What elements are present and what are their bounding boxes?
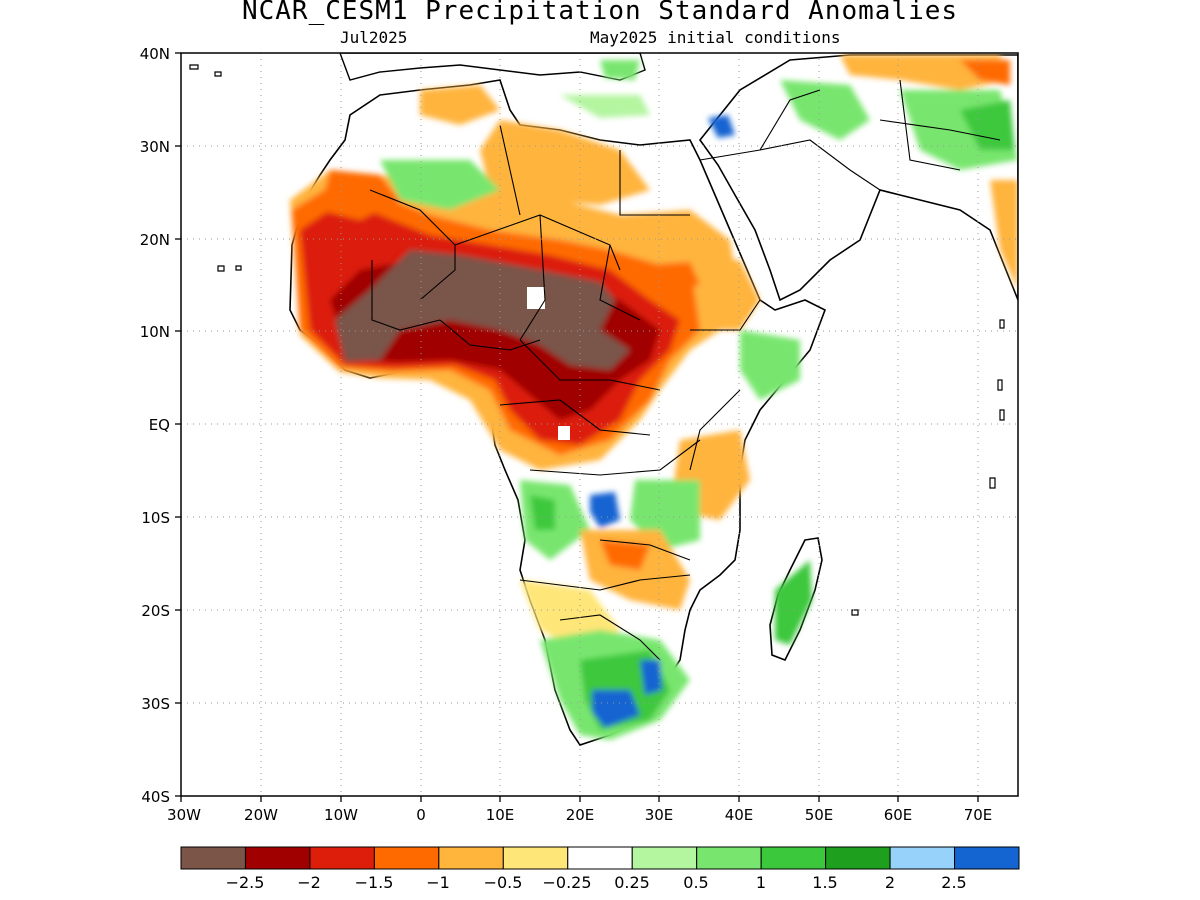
map-title: NCAR_CESM1 Precipitation Standard Anomal…: [241, 0, 959, 26]
colorbar-swatch: [309, 846, 375, 870]
colorbar: [180, 846, 1020, 870]
lon-label: 30E: [645, 806, 674, 824]
colorbar-swatch: [244, 846, 311, 870]
country-borders: [369, 79, 1001, 661]
colorbar-swatch: [567, 846, 633, 870]
lon-label: 20W: [244, 806, 278, 824]
colorbar-swatch: [825, 846, 891, 870]
lon-label: 50E: [805, 806, 834, 824]
initial-conditions-label: May2025 initial conditions: [590, 28, 841, 47]
lon-label: 0: [416, 806, 426, 824]
lon-label: 60E: [884, 806, 913, 824]
colorbar-label: −0.5: [484, 873, 523, 892]
lat-label: 10S: [141, 509, 170, 527]
colorbar-swatch: [502, 846, 569, 870]
colorbar-swatch: [696, 846, 762, 870]
colorbar-swatch: [760, 846, 827, 870]
tick-marks: [175, 52, 979, 802]
lon-label: 30W: [167, 806, 201, 824]
colorbar-swatch: [438, 846, 504, 870]
colorbar-label: −1.5: [355, 873, 394, 892]
valid-month-label: Jul2025: [340, 28, 408, 47]
colorbar-label: 1: [756, 873, 766, 892]
latitude-labels: 40N 30N 20N 10N EQ 10S 20S 30S 40S: [140, 45, 170, 806]
lon-label: 20E: [566, 806, 595, 824]
missing-data-patch: [527, 287, 545, 309]
colorbar-swatch: [373, 846, 440, 870]
lat-label: EQ: [149, 416, 170, 434]
lat-label: 30N: [140, 138, 170, 156]
colorbar-label: −0.25: [542, 873, 591, 892]
longitude-labels: 30W 20W 10W 0 10E 20E 30E 40E 50E 60E 70…: [167, 806, 992, 824]
colorbar-swatch: [954, 846, 1020, 870]
colorbar-label: 1.5: [812, 873, 837, 892]
colorbar-label: 0.5: [683, 873, 708, 892]
colorbar-label: 2.5: [941, 873, 966, 892]
colorbar-label: 0.25: [614, 873, 650, 892]
lon-label: 10W: [324, 806, 358, 824]
lat-label: 20N: [140, 231, 170, 249]
lon-label: 10E: [486, 806, 515, 824]
lat-label: 20S: [141, 602, 170, 620]
colorbar-swatch: [180, 846, 246, 870]
colorbar-label: 2: [885, 873, 895, 892]
colorbar-label: −2: [297, 873, 321, 892]
colorbar-labels: −2.5 −2 −1.5 −1 −0.5 −0.25 0.25 0.5 1 1.…: [226, 873, 967, 892]
colorbar-swatch: [631, 846, 698, 870]
colorbar-label: −2.5: [226, 873, 265, 892]
map-plot-area: [181, 53, 1018, 796]
missing-data-patch: [558, 426, 570, 440]
lat-label: 40S: [141, 788, 170, 806]
colorbar-label: −1: [426, 873, 450, 892]
islands: [189, 64, 1005, 616]
colorbar-swatch: [889, 846, 956, 870]
lat-label: 10N: [140, 323, 170, 341]
lon-label: 70E: [964, 806, 993, 824]
lat-label: 40N: [140, 45, 170, 63]
lon-label: 40E: [725, 806, 754, 824]
europe-land: [339, 53, 646, 81]
lat-label: 30S: [141, 695, 170, 713]
